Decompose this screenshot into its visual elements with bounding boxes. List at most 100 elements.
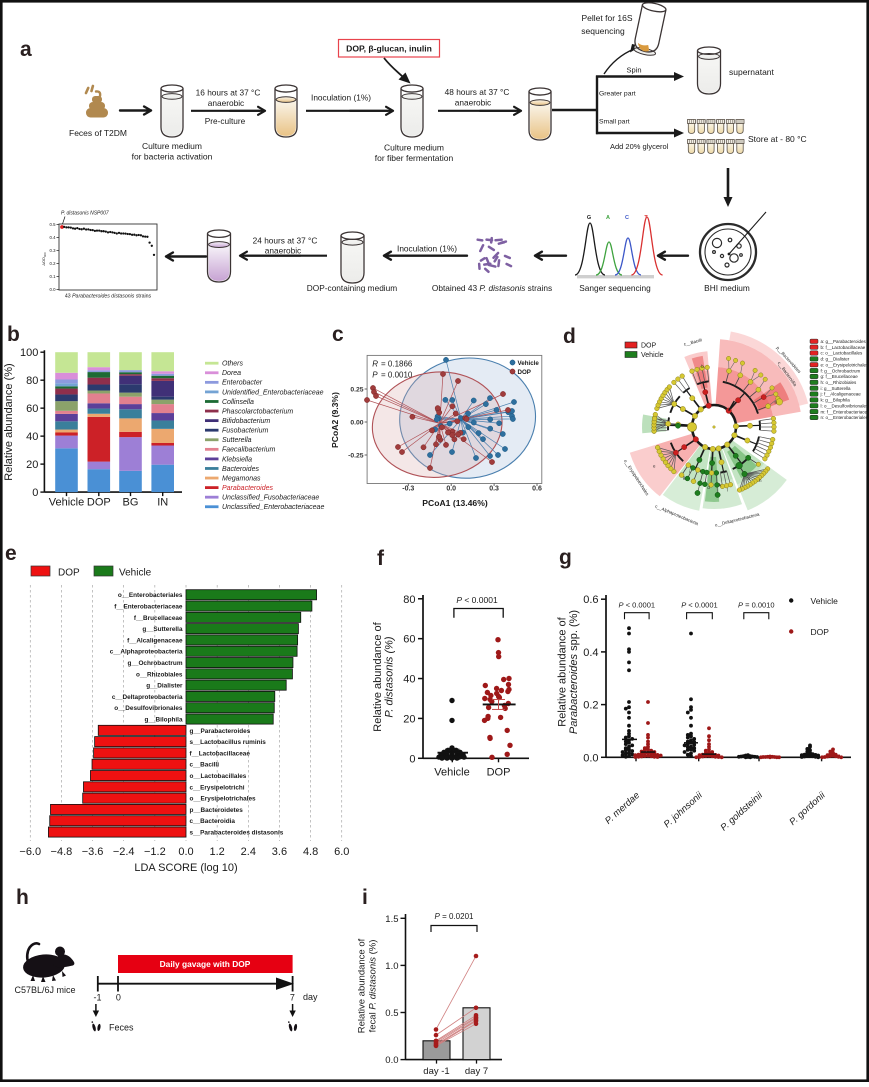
svg-text:G: G	[587, 215, 591, 221]
svg-text:s__Parabacteroides distasonis: s__Parabacteroides distasonis	[190, 829, 284, 836]
svg-text:−1.2: −1.2	[144, 846, 166, 858]
svg-text:DOP: DOP	[87, 497, 111, 509]
svg-text:day 7: day 7	[465, 1066, 488, 1077]
svg-text:A: A	[606, 215, 610, 221]
svg-text:P: P	[372, 371, 378, 380]
svg-text:o__Lactobacillales: o__Lactobacillales	[190, 773, 247, 780]
svg-text:0.0: 0.0	[446, 486, 456, 493]
svg-text:b: f__Lactobacillaceae: b: f__Lactobacillaceae	[821, 345, 866, 350]
svg-text:c: c	[332, 323, 344, 346]
svg-text:0: 0	[32, 487, 38, 499]
svg-text:0.00: 0.00	[350, 419, 363, 426]
svg-text:Faecalibacterium: Faecalibacterium	[222, 447, 275, 454]
svg-text:m: m	[747, 476, 751, 481]
svg-text:a: g__Parabacteroides: a: g__Parabacteroides	[821, 339, 867, 344]
svg-text:Culture medium: Culture medium	[384, 143, 444, 153]
svg-text:7: 7	[290, 993, 295, 1003]
svg-text:Vehicle: Vehicle	[119, 568, 152, 579]
svg-text:Feces: Feces	[109, 1023, 134, 1033]
svg-text:Vehicle: Vehicle	[434, 767, 469, 779]
svg-text:R: R	[372, 360, 378, 369]
svg-text:1.5: 1.5	[385, 914, 398, 925]
svg-text:for bacteria activation: for bacteria activation	[132, 152, 213, 162]
svg-text:Relative abundance (%): Relative abundance (%)	[3, 363, 15, 480]
svg-text:P < 0.0001: P < 0.0001	[681, 601, 718, 610]
svg-text:e: e	[5, 542, 17, 565]
svg-text:s__Lactobacillus ruminis: s__Lactobacillus ruminis	[190, 739, 267, 746]
svg-text:p__Bacteroidetes: p__Bacteroidetes	[190, 807, 244, 814]
svg-text:l: l	[727, 488, 728, 493]
svg-text:43 Parabacteroides distasonis: 43 Parabacteroides distasonis strains	[65, 294, 152, 300]
svg-text:g__Ochrobactrum: g__Ochrobactrum	[127, 660, 182, 667]
svg-text:h: h	[16, 886, 29, 909]
svg-text:P. distasonis NSP007: P. distasonis NSP007	[61, 211, 109, 217]
svg-text:g__Sutterella: g__Sutterella	[142, 626, 183, 633]
svg-text:P < 0.0001: P < 0.0001	[456, 595, 498, 605]
svg-text:3.6: 3.6	[272, 846, 287, 858]
svg-text:Unidentified_Enterobacteriacea: Unidentified_Enterobacteriaceae	[222, 389, 324, 396]
svg-text:Feces of T2DM: Feces of T2DM	[69, 128, 127, 138]
svg-text:i: i	[689, 469, 690, 474]
svg-text:DOP: DOP	[641, 343, 657, 350]
svg-text:Culture medium: Culture medium	[142, 141, 202, 151]
svg-text:Vehicle: Vehicle	[49, 497, 84, 509]
svg-text:anaerobic: anaerobic	[208, 98, 244, 108]
svg-text:PCoA1 (13.46%): PCoA1 (13.46%)	[422, 498, 488, 508]
svg-text:o__Rhizobiales: o__Rhizobiales	[136, 671, 183, 678]
svg-text:100: 100	[20, 347, 38, 359]
svg-text:0.1: 0.1	[50, 274, 57, 279]
svg-text:f__Enterobacteriaceae: f__Enterobacteriaceae	[114, 603, 183, 610]
svg-text:k: g__Bilophila: k: g__Bilophila	[821, 398, 851, 403]
svg-text:DOP: DOP	[811, 627, 830, 637]
svg-text:DOP: DOP	[58, 568, 80, 579]
svg-text:0.6: 0.6	[532, 486, 542, 493]
svg-text:Parabacteroides spp. (%): Parabacteroides spp. (%)	[568, 610, 580, 734]
svg-text:g__Dialister: g__Dialister	[146, 683, 183, 690]
svg-text:i: i	[362, 886, 368, 909]
svg-text:0: 0	[409, 753, 415, 765]
svg-text:C57BL/6J mice: C57BL/6J mice	[14, 985, 75, 995]
svg-text:0.2: 0.2	[583, 700, 598, 712]
svg-text:c__Bacteroidia: c__Bacteroidia	[190, 818, 236, 825]
svg-text:BG: BG	[123, 497, 139, 509]
svg-text:Add 20% glycerol: Add 20% glycerol	[610, 142, 669, 151]
svg-text:PCoA2 (9.3%): PCoA2 (9.3%)	[330, 392, 340, 448]
svg-text:-0.25: -0.25	[348, 452, 364, 459]
svg-text:80: 80	[26, 375, 38, 387]
svg-text:0.25: 0.25	[350, 386, 363, 393]
svg-text:LDA SCORE (log 10): LDA SCORE (log 10)	[134, 862, 237, 874]
svg-text:Pellet for 16S: Pellet for 16S	[581, 13, 632, 23]
svg-text:48 hours at 37 °C: 48 hours at 37 °C	[445, 87, 510, 97]
svg-text:4.8: 4.8	[303, 846, 318, 858]
svg-text:f: f	[377, 547, 385, 570]
svg-text:Small part: Small part	[599, 119, 630, 126]
svg-text:i: g__Sutterella: i: g__Sutterella	[821, 386, 852, 391]
svg-text:Bacteroides: Bacteroides	[222, 466, 259, 473]
svg-text:m: f__Enterobacteriaceae: m: f__Enterobacteriaceae	[821, 409, 869, 414]
svg-text:0.4: 0.4	[50, 235, 57, 240]
svg-text:6.0: 6.0	[334, 846, 349, 858]
svg-text:P < 0.0001: P < 0.0001	[619, 601, 656, 610]
svg-text:Relative abundance of: Relative abundance of	[372, 621, 384, 731]
svg-text:Relative abundance of: Relative abundance of	[557, 616, 569, 726]
svg-text:day -1: day -1	[423, 1066, 449, 1077]
svg-text:0.3: 0.3	[50, 248, 57, 253]
svg-text:g__Parabacteroides: g__Parabacteroides	[190, 728, 251, 735]
svg-text:c__Deltaproteobacteria: c__Deltaproteobacteria	[112, 694, 183, 701]
svg-text:Bifidobacterium: Bifidobacterium	[222, 418, 270, 425]
svg-text:g: f__Brucellaceae: g: f__Brucellaceae	[821, 374, 859, 379]
svg-text:0.6: 0.6	[583, 594, 598, 606]
svg-text:DOP, β-glucan, inulin: DOP, β-glucan, inulin	[346, 44, 432, 54]
svg-text:0.3: 0.3	[489, 486, 499, 493]
svg-text:o__Enterobacteriales: o__Enterobacteriales	[118, 592, 183, 599]
svg-text:0.4: 0.4	[583, 647, 598, 659]
svg-text:= 0.1866: = 0.1866	[381, 360, 413, 369]
svg-text:BHI medium: BHI medium	[704, 283, 750, 293]
svg-text:d: g__Dialister: d: g__Dialister	[821, 357, 850, 362]
svg-text:o__Erysipelotrichales: o__Erysipelotrichales	[190, 796, 257, 803]
svg-text:−6.0: −6.0	[19, 846, 41, 858]
svg-text:16 hours at 37 °C: 16 hours at 37 °C	[196, 88, 261, 98]
svg-text:anaerobic: anaerobic	[455, 98, 491, 108]
svg-text:IN: IN	[157, 497, 168, 509]
svg-text:Greater part: Greater part	[599, 91, 636, 98]
